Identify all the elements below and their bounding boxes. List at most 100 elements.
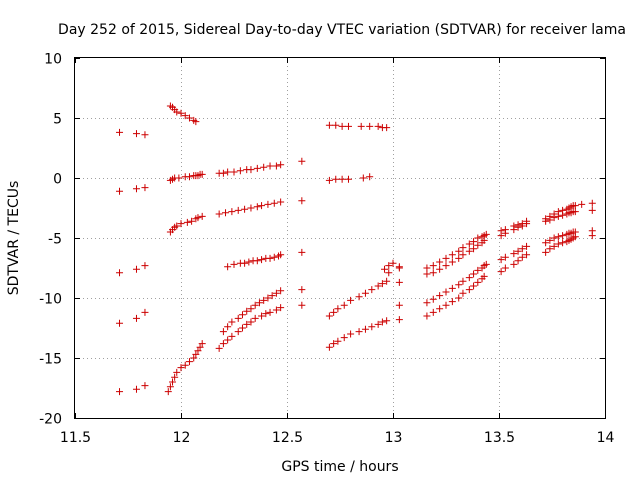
data-point (465, 240, 473, 248)
data-point (588, 206, 596, 214)
data-point (366, 122, 374, 130)
data-point (571, 233, 579, 241)
data-point (429, 269, 437, 277)
data-point (389, 259, 397, 267)
data-point (501, 229, 509, 237)
data-point (215, 344, 223, 352)
data-point (355, 328, 363, 336)
data-point (192, 350, 200, 358)
data-point (264, 294, 272, 302)
data-point (243, 320, 251, 328)
data-point (116, 187, 124, 195)
data-point (132, 185, 140, 193)
data-point (523, 242, 531, 250)
series-tracks-D (116, 248, 397, 277)
data-point (395, 263, 403, 271)
data-point (116, 128, 124, 136)
series-tracks-H (423, 206, 596, 278)
data-point (474, 266, 482, 274)
data-point (459, 289, 467, 297)
data-point (338, 122, 346, 130)
data-point (164, 388, 172, 396)
series-tracks-B (116, 157, 374, 195)
y-tick-label: -15 (39, 352, 62, 368)
data-point (588, 199, 596, 207)
y-axis-title: SDTVAR / TECUs (6, 181, 22, 296)
data-point (465, 247, 473, 255)
series-tracks-J (423, 232, 596, 320)
data-point (198, 212, 206, 220)
data-point (266, 308, 274, 316)
data-point (116, 388, 124, 396)
data-point (194, 214, 202, 222)
data-point (344, 122, 352, 130)
data-point (325, 121, 333, 129)
data-point (546, 236, 554, 244)
series-tracks-I (395, 227, 596, 309)
y-tick-label: 0 (53, 172, 62, 188)
data-point (277, 304, 285, 312)
data-point (395, 316, 403, 324)
data-point (523, 251, 531, 259)
data-point (241, 205, 249, 213)
data-point (497, 232, 505, 240)
data-point (332, 121, 340, 129)
data-point (253, 203, 261, 211)
data-point (224, 323, 232, 331)
data-point (436, 265, 444, 273)
data-point (347, 296, 355, 304)
data-point (277, 198, 285, 206)
data-point (518, 245, 526, 253)
data-point (258, 256, 266, 264)
x-tick-label: 14 (597, 430, 615, 446)
chart-title: Day 252 of 2015, Sidereal Day-to-day VTE… (58, 22, 626, 38)
data-point (510, 250, 518, 258)
data-point (510, 260, 518, 268)
data-point (224, 336, 232, 344)
data-point (588, 232, 596, 240)
data-point (448, 284, 456, 292)
data-point (166, 383, 174, 391)
data-points (116, 102, 596, 396)
data-point (173, 368, 181, 376)
data-point (255, 299, 263, 307)
data-point (518, 253, 526, 261)
data-point (266, 162, 274, 170)
y-tick-label: -5 (48, 232, 62, 248)
data-point (325, 343, 333, 351)
data-point (272, 162, 280, 170)
data-point (497, 268, 505, 276)
data-point (247, 166, 255, 174)
data-point (429, 262, 437, 270)
data-point (185, 173, 193, 181)
data-point (334, 305, 342, 313)
data-point (177, 109, 185, 117)
data-point (141, 131, 149, 139)
data-point (245, 258, 253, 266)
data-point (546, 216, 554, 224)
data-point (501, 264, 509, 272)
y-tick-label: -10 (39, 292, 62, 308)
data-point (132, 314, 140, 322)
data-point (442, 288, 450, 296)
data-point (266, 254, 274, 262)
data-point (185, 114, 193, 122)
data-point (395, 278, 403, 286)
data-point (141, 262, 149, 270)
data-point (436, 292, 444, 300)
data-point (175, 174, 183, 182)
data-point (132, 385, 140, 393)
data-point (514, 257, 522, 265)
data-point (442, 262, 450, 270)
data-point (132, 130, 140, 138)
data-point (554, 240, 562, 248)
data-point (470, 282, 478, 290)
plot-frame (74, 57, 606, 419)
data-point (177, 220, 185, 228)
data-point (459, 251, 467, 259)
data-point (465, 274, 473, 282)
data-point (247, 305, 255, 313)
data-point (192, 118, 200, 126)
data-point (550, 234, 558, 242)
